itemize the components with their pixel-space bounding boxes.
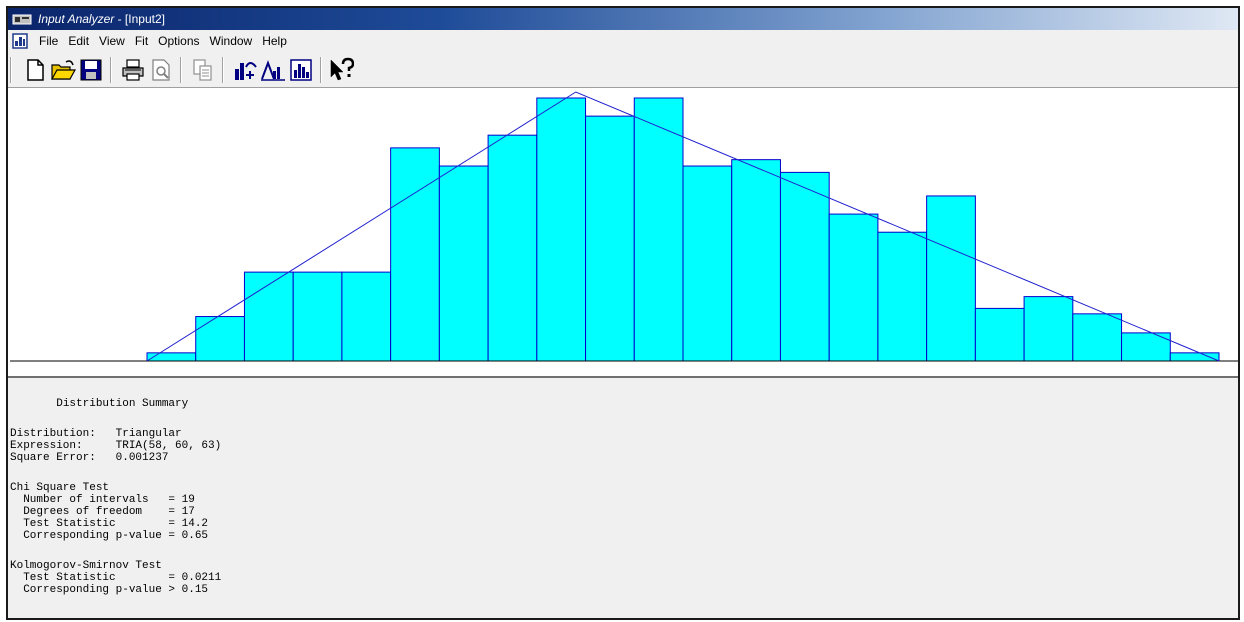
histogram-bar (1023, 296, 1074, 362)
menu-fit[interactable]: Fit (134, 34, 149, 48)
menu-window[interactable]: Window (209, 34, 253, 48)
fit-distribution-button[interactable] (260, 57, 286, 83)
print-button[interactable] (120, 57, 146, 83)
app-name: Input Analyzer (38, 12, 115, 26)
app-window: Input Analyzer - [Input2] File Edit View… (6, 6, 1240, 620)
histogram-bar (1072, 313, 1123, 362)
ks-test-title: Kolmogorov-Smirnov Test (10, 560, 162, 572)
toolbar-grip (10, 57, 12, 83)
histogram-bar (536, 97, 587, 362)
chi-intervals-line: Number of intervals = 19 (10, 494, 195, 506)
chi-statistic-line: Test Statistic = 14.2 (10, 518, 209, 530)
input-analyzer-logo-icon (12, 14, 32, 25)
histogram-bar (682, 165, 733, 362)
fit-all-button[interactable] (232, 57, 258, 83)
histogram-bar (974, 307, 1025, 362)
histogram-chart (8, 91, 1238, 376)
print-icon (122, 59, 144, 81)
histogram-bar (341, 271, 392, 362)
chi-square-title: Chi Square Test (10, 482, 110, 494)
chi-dof-line: Degrees of freedom = 17 (10, 506, 195, 518)
print-preview-icon (152, 59, 170, 81)
copy-icon (193, 59, 212, 81)
copy-button[interactable] (190, 57, 216, 83)
histogram-button[interactable] (288, 57, 314, 83)
histogram-bar (828, 213, 879, 362)
menu-view[interactable]: View (99, 34, 125, 48)
summary-heading: Distribution Summary (56, 398, 189, 410)
toolbar-separator (320, 57, 322, 83)
save-button[interactable] (78, 57, 104, 83)
histogram-icon (290, 59, 312, 81)
menu-help[interactable]: Help (262, 34, 287, 48)
menu-bar: File Edit View Fit Options Window Help (8, 30, 1238, 52)
distribution-summary-pane[interactable]: Distribution Summary Distribution: Trian… (8, 378, 1238, 618)
menu-edit[interactable]: Edit (68, 34, 90, 48)
fitted-triangular-curve (146, 91, 1220, 362)
histogram-bar (438, 165, 489, 362)
save-icon (80, 59, 102, 81)
toolbar-separator (180, 57, 182, 83)
histogram-bar (779, 171, 830, 362)
histogram-bar (390, 147, 440, 362)
document-icon[interactable] (12, 33, 28, 49)
fit-all-icon (235, 62, 257, 80)
plot-bottom-strip (8, 361, 1238, 376)
histogram-bar (292, 271, 343, 362)
histogram-bar (243, 271, 294, 362)
window-title: Input Analyzer - [Input2] (38, 8, 165, 30)
histogram-bar (585, 115, 635, 362)
histogram-bar (633, 97, 684, 362)
help-pointer-icon (330, 57, 355, 81)
context-help-button[interactable] (328, 57, 355, 83)
toolbar (8, 52, 1238, 88)
document-name: - [Input2] (114, 12, 165, 26)
toolbar-separator (110, 57, 112, 83)
ks-p-value-line: Corresponding p-value > 0.15 (10, 584, 209, 596)
new-button[interactable] (22, 57, 48, 83)
histogram-bar (926, 195, 976, 362)
histogram-bar (487, 134, 538, 362)
ks-statistic-line: Test Statistic = 0.0211 (10, 572, 222, 584)
toolbar-separator (222, 57, 224, 83)
open-icon (50, 60, 77, 80)
open-button[interactable] (50, 57, 77, 83)
menu-options[interactable]: Options (158, 34, 200, 48)
title-bar[interactable]: Input Analyzer - [Input2] (8, 8, 1238, 30)
histogram-bar (1169, 352, 1220, 362)
histogram-bar (731, 159, 781, 362)
distribution-line: Distribution: Triangular (10, 428, 182, 440)
fit-distribution-icon (261, 60, 285, 81)
expression-line: Expression: TRIA(58, 60, 63) (10, 440, 222, 452)
chi-p-value-line: Corresponding p-value = 0.65 (10, 530, 209, 542)
menu-file[interactable]: File (39, 34, 59, 48)
histogram-bar (195, 316, 245, 362)
histogram-bar (877, 231, 928, 362)
print-preview-button[interactable] (148, 57, 174, 83)
new-icon (27, 59, 44, 81)
square-error-line: Square Error: 0.001237 (10, 452, 169, 464)
histogram-plot-pane[interactable] (8, 88, 1238, 378)
